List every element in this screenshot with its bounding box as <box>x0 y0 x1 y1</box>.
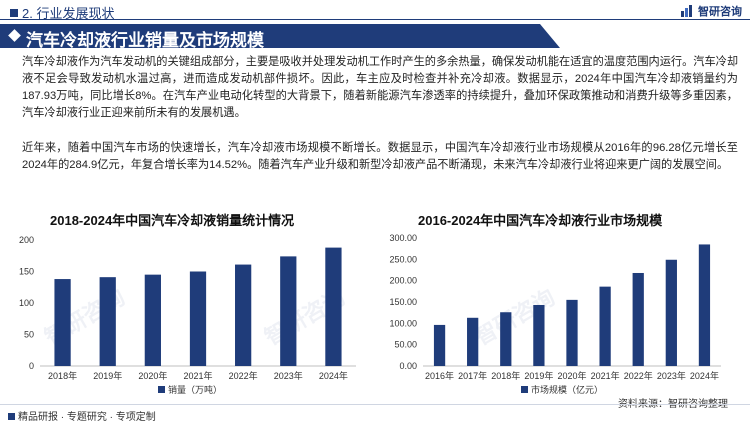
brand-logo: 智研咨询 <box>681 3 742 19</box>
x-tick-label: 2016年 <box>425 370 454 381</box>
bar <box>189 271 207 366</box>
brand-name: 智研咨询 <box>698 6 742 18</box>
x-tick-label: 2023年 <box>274 370 303 381</box>
intro-paragraph: 汽车冷却液作为汽车发动机的关键组成部分，主要是吸收并处理发动机工作时产生的多余热… <box>22 56 739 119</box>
y-tick-label: 0.00 <box>399 361 417 371</box>
y-tick-label: 0 <box>29 361 34 371</box>
y-tick-label: 50 <box>24 330 34 340</box>
footer-divider <box>0 404 750 405</box>
bar <box>99 277 116 366</box>
bar <box>144 274 161 366</box>
title-banner: 汽车冷却液行业销量及市场规模 <box>0 24 560 48</box>
section-label: 2. 行业发展现状 <box>10 3 114 22</box>
x-tick-label: 2018年 <box>48 370 77 381</box>
x-tick-label: 2017年 <box>458 370 487 381</box>
y-tick-label: 150.00 <box>389 297 417 307</box>
x-tick-label: 2020年 <box>557 370 586 381</box>
bar <box>566 299 578 366</box>
y-tick-label: 100 <box>19 298 34 308</box>
sales-bar-chart: 0 50 100 150 200 2018年 2019年 2020年 2021年 2022年 202… <box>19 235 356 395</box>
legend-label: 销量（万吨） <box>168 384 222 395</box>
source-note: 资料来源：智研咨询整理 <box>618 395 728 410</box>
x-tick-label: 2024年 <box>319 370 348 381</box>
x-tick-label: 2019年 <box>93 370 122 381</box>
y-tick-label: 300.00 <box>389 233 417 243</box>
bar <box>665 259 677 366</box>
chart-title-market: 2016-2024年中国汽车冷却液行业市场规模 <box>418 213 663 228</box>
footer-tagline-text: 精品研报 · 专题研究 · 专项定制 <box>18 412 156 422</box>
x-tick-label: 2022年 <box>624 370 653 381</box>
footer-tagline: 精品研报 · 专题研究 · 专项定制 <box>8 408 156 422</box>
y-tick-label: 50.00 <box>394 340 417 350</box>
x-tick-label: 2019年 <box>524 370 553 381</box>
y-tick-label: 250.00 <box>389 254 417 264</box>
bar <box>599 286 611 366</box>
header-divider <box>0 19 750 20</box>
top-header: 2. 行业发展现状 智研咨询 <box>0 0 750 22</box>
section-text: 2. 行业发展现状 <box>22 6 115 21</box>
bar <box>235 264 252 366</box>
y-tick-label: 200 <box>19 235 34 245</box>
chart-title-sales: 2018-2024年中国汽车冷却液销量统计情况 <box>50 213 295 228</box>
bar <box>467 317 479 366</box>
brand-mark-icon <box>681 5 692 17</box>
x-tick-label: 2022年 <box>229 370 258 381</box>
legend-swatch <box>158 386 165 393</box>
bar <box>698 244 711 366</box>
x-tick-label: 2020年 <box>138 370 167 381</box>
legend-swatch <box>521 386 528 393</box>
x-tick-label: 2023年 <box>657 370 686 381</box>
bar <box>533 304 545 366</box>
bar <box>54 279 71 366</box>
bar <box>280 256 297 366</box>
y-tick-label: 200.00 <box>389 276 417 286</box>
market-size-bar-chart: 0.00 50.00 100.00 150.00 200.00 250.00 300.00 2… <box>389 233 721 395</box>
section-square-icon <box>10 9 18 17</box>
x-tick-label: 2024年 <box>690 370 719 381</box>
legend-label: 市场规模（亿元） <box>531 384 603 395</box>
page-title: 汽车冷却液行业销量及市场规模 <box>26 31 264 50</box>
x-tick-label: 2018年 <box>491 370 520 381</box>
footer-square-icon <box>8 413 15 420</box>
bar <box>433 324 446 366</box>
diamond-icon <box>8 29 21 42</box>
bar <box>500 312 512 366</box>
market-paragraph: 近年来，随着中国汽车市场的快速增长，汽车冷却液市场规模不断增长。数据显示，中国汽… <box>22 142 738 171</box>
x-tick-label: 2021年 <box>183 370 212 381</box>
y-tick-label: 150 <box>19 267 34 277</box>
bar <box>325 247 342 366</box>
y-tick-label: 100.00 <box>389 318 417 328</box>
bar <box>632 272 644 366</box>
x-tick-label: 2021年 <box>591 370 620 381</box>
